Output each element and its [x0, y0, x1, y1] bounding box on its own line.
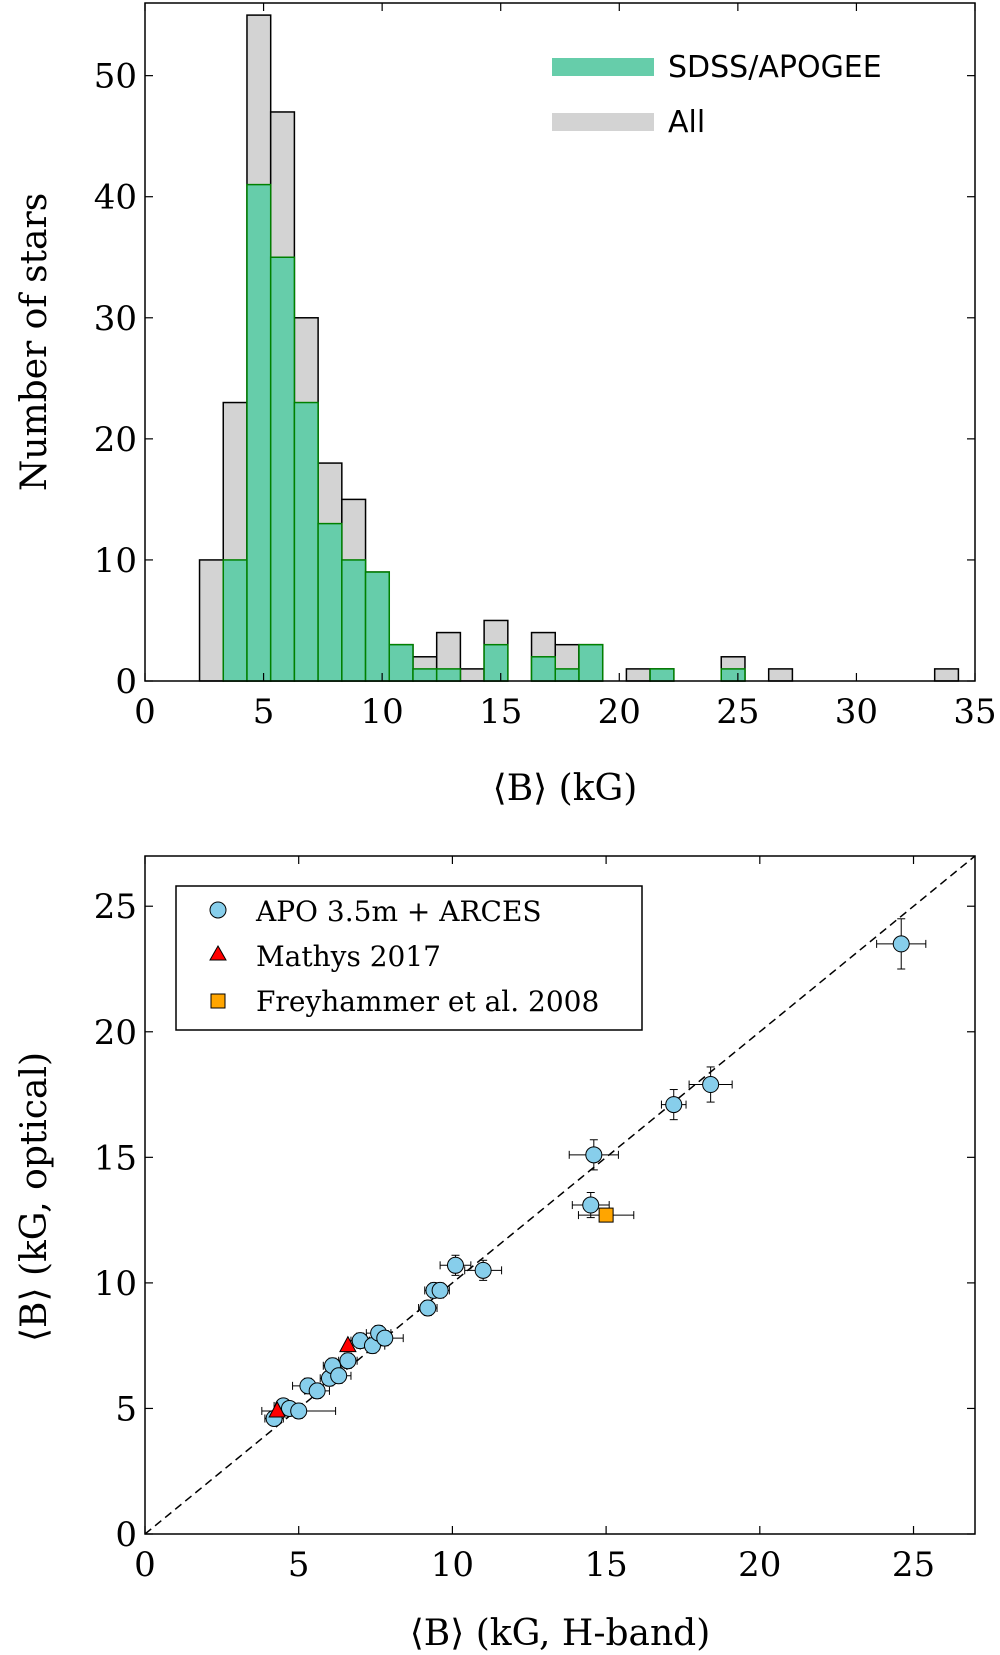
scatter-y-ticks: 0 5 10 15 20 25 [94, 887, 975, 1555]
bar-sdss-bin-14 [554, 668, 580, 682]
hist-ytick-label: 50 [94, 57, 137, 97]
legend-label-all: All [668, 105, 705, 140]
mathys-data-point [268, 1400, 287, 1418]
scatter-ytick-label: 20 [94, 1013, 137, 1053]
histogram-y-ticks: 0 10 20 30 40 50 [94, 57, 975, 702]
hist-ytick-label: 10 [94, 541, 137, 581]
scatter-panel: 0 5 10 15 20 25 0 5 10 15 20 25 ⟨B⟩ (kG, H-band) ⟨… [14, 855, 976, 1654]
histogram-plot-frame [144, 2, 976, 682]
apo-data-point [582, 1196, 600, 1214]
bar-sdss-bin-9 [412, 668, 438, 682]
histogram-sdss-bars [222, 183, 746, 682]
scatter-y-axis-label: ⟨B⟩ (kG, optical) [14, 1052, 55, 1342]
legend-marker-mathys-triangle [209, 944, 227, 961]
legend-swatch-sdss-apogee [552, 58, 654, 76]
bar-all-bin-0 [198, 559, 225, 682]
apo-data-point [339, 1352, 357, 1370]
bar-sdss-bin-4 [293, 401, 319, 682]
bar-sdss-bin-7 [364, 571, 391, 682]
scatter-markers [265, 935, 910, 1427]
hist-xtick-label: 20 [598, 692, 641, 732]
scatter-ytick-label: 0 [115, 1515, 137, 1555]
freyhammer-data-point [598, 1207, 614, 1223]
scatter-x-ticks: 0 5 10 15 20 25 [134, 856, 935, 1585]
hist-ytick-label: 30 [94, 299, 137, 339]
apo-data-point [702, 1076, 720, 1094]
apo-data-point [665, 1096, 683, 1114]
histogram-legend: SDSS/APOGEE All [552, 50, 882, 140]
scatter-ytick-label: 10 [94, 1264, 137, 1304]
apo-data-point [892, 935, 910, 953]
bar-sdss-bin-13 [530, 656, 557, 682]
legend-label-sdss-apogee: SDSS/APOGEE [668, 50, 882, 85]
apo-data-point [474, 1261, 492, 1279]
scatter-xtick-label: 25 [892, 1545, 935, 1585]
bar-sdss-bin-2 [246, 183, 272, 682]
bar-sdss-bin-5 [317, 522, 343, 682]
hist-xtick-label: 5 [253, 692, 275, 732]
bar-sdss-bin-10 [435, 668, 462, 682]
scatter-ytick-label: 15 [94, 1138, 137, 1178]
apo-data-point [330, 1367, 348, 1385]
bar-all-bin-19 [767, 668, 794, 682]
apo-data-point [376, 1329, 394, 1347]
hist-xtick-label: 25 [716, 692, 759, 732]
bar-sdss-bin-8 [388, 643, 414, 682]
scatter-xtick-label: 10 [431, 1545, 474, 1585]
apo-data-point [290, 1402, 308, 1420]
one-to-one-reference-line [144, 855, 976, 1535]
legend-label-freyhammer: Freyhammer et al. 2008 [256, 985, 599, 1018]
apo-data-point [419, 1299, 437, 1317]
legend-label-apo: APO 3.5m + ARCES [255, 895, 542, 928]
hist-ytick-label: 40 [94, 178, 137, 218]
bar-sdss-bin-6 [341, 559, 367, 682]
bar-all-bin-11 [459, 668, 485, 682]
legend-marker-apo-circle [209, 901, 227, 919]
hist-ytick-label: 0 [115, 662, 137, 702]
bar-sdss-bin-3 [269, 256, 296, 682]
scatter-xtick-label: 5 [288, 1545, 310, 1585]
bar-sdss-bin-18 [720, 668, 746, 682]
legend-swatch-all [552, 113, 654, 131]
apo-data-point [308, 1382, 326, 1400]
legend-marker-freyhammer-square [210, 993, 226, 1009]
bar-sdss-bin-1 [222, 559, 248, 682]
bar-sdss-bin-12 [483, 643, 509, 682]
scatter-ytick-label: 25 [94, 887, 137, 927]
hist-xtick-label: 35 [953, 692, 996, 732]
mathys-data-point [339, 1335, 357, 1353]
hist-ytick-label: 20 [94, 420, 137, 460]
bar-sdss-bin-17 [649, 668, 675, 682]
bar-sdss-bin-15 [578, 643, 604, 682]
hist-xtick-label: 10 [361, 692, 404, 732]
histogram-x-ticks: 0 5 10 15 20 25 30 35 [134, 3, 997, 732]
scatter-ytick-label: 5 [115, 1389, 137, 1429]
histogram-y-axis-label: Number of stars [14, 193, 55, 491]
bar-all-bin-16 [625, 668, 651, 682]
legend-label-mathys: Mathys 2017 [256, 940, 441, 973]
hist-xtick-label: 30 [835, 692, 878, 732]
scatter-legend-box [175, 885, 643, 1031]
scatter-xtick-label: 20 [738, 1545, 781, 1585]
apo-data-point [431, 1281, 449, 1299]
apo-data-point [585, 1146, 603, 1164]
scatter-x-axis-label: ⟨B⟩ (kG, H-band) [410, 1613, 711, 1654]
scatter-xtick-label: 0 [134, 1545, 156, 1585]
hist-xtick-label: 0 [134, 692, 156, 732]
histogram-panel: 0 5 10 15 20 25 30 35 0 10 20 30 40 50 ⟨B⟩ (kG) Numb… [14, 2, 997, 809]
hist-xtick-label: 15 [479, 692, 522, 732]
bar-all-bin-20 [933, 668, 960, 682]
scatter-plot-frame [144, 855, 976, 1535]
apo-data-point [446, 1256, 464, 1274]
scatter-legend: APO 3.5m + ARCES Mathys 2017 Freyhammer … [175, 885, 643, 1031]
histogram-x-axis-label: ⟨B⟩ (kG) [493, 768, 638, 809]
scatter-xtick-label: 15 [584, 1545, 627, 1585]
